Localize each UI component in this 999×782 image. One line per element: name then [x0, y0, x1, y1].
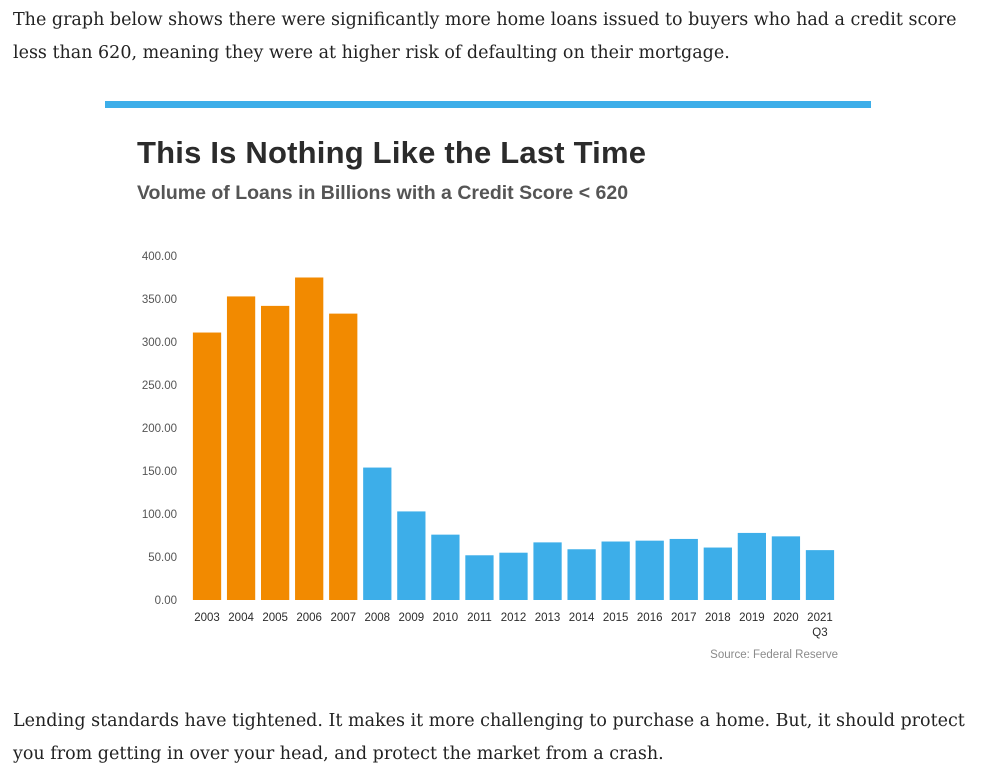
bar-2009 — [397, 511, 426, 600]
bar-2021-q3 — [805, 550, 835, 600]
chart-title: This Is Nothing Like the Last Time — [137, 135, 647, 170]
bar-2017 — [669, 538, 698, 600]
bar-2016 — [635, 540, 664, 600]
x-tick-label: 2010 — [433, 612, 459, 624]
y-tick-label: 350.00 — [142, 294, 177, 306]
y-tick-label: 400.00 — [142, 251, 177, 263]
bar-2004 — [226, 296, 256, 600]
x-tick-label: 2004 — [228, 612, 254, 624]
x-tick-label: 2007 — [330, 612, 356, 624]
bar-2006 — [295, 277, 324, 600]
bar-2010 — [431, 534, 460, 600]
y-tick-label: 50.00 — [148, 552, 177, 564]
chart-subtitle: Volume of Loans in Billions with a Credi… — [137, 182, 629, 204]
x-tick-label: 2008 — [364, 612, 390, 624]
x-tick-label: 2014 — [569, 612, 595, 624]
x-tick-label: 2021 Q3 — [807, 612, 833, 639]
bar-2011 — [465, 555, 494, 600]
x-tick-label: 2005 — [262, 612, 288, 624]
bar-2020 — [771, 536, 801, 600]
intro-paragraph: The graph below shows there were signifi… — [13, 10, 957, 63]
chart-accent-bar — [105, 101, 871, 108]
y-tick-label: 200.00 — [142, 423, 177, 435]
x-tick-label: 2018 — [705, 612, 731, 624]
bar-2014 — [567, 549, 596, 600]
bar-2012 — [499, 552, 528, 600]
bar-chart: 0.00 50.00 100.00 150.00 200.00 250.00 300.00 3… — [142, 251, 838, 661]
bar-2008 — [363, 467, 392, 600]
x-tick-label: 2015 — [603, 612, 629, 624]
bar-2003 — [192, 332, 222, 600]
y-tick-label: 0.00 — [155, 595, 177, 607]
y-tick-label: 250.00 — [142, 380, 177, 392]
bar-2013 — [533, 542, 562, 600]
chart-source-note: Source: Federal Reserve — [710, 649, 838, 661]
bar-2005 — [260, 305, 290, 600]
outro-paragraph: Lending standards have tightened. It mak… — [13, 711, 965, 764]
x-tick-label: 2017 — [671, 612, 697, 624]
y-tick-label: 100.00 — [142, 509, 177, 521]
bar-2015 — [601, 541, 630, 600]
x-tick-label: 2009 — [399, 612, 425, 624]
x-tick-label: 2019 — [739, 612, 765, 624]
x-tick-label: 2011 — [467, 612, 492, 624]
x-tick-label: 2020 — [773, 612, 799, 624]
x-tick-label: 2016 — [637, 612, 663, 624]
x-tick-label: 2003 — [194, 612, 220, 624]
x-tick-label: 2013 — [535, 612, 561, 624]
bar-2018 — [703, 547, 732, 600]
bar-2019 — [737, 532, 767, 600]
x-tick-label: 2006 — [296, 612, 322, 624]
y-tick-label: 150.00 — [142, 466, 177, 478]
bar-2007 — [329, 313, 358, 600]
y-tick-label: 300.00 — [142, 337, 177, 349]
x-tick-label: 2012 — [501, 612, 527, 624]
